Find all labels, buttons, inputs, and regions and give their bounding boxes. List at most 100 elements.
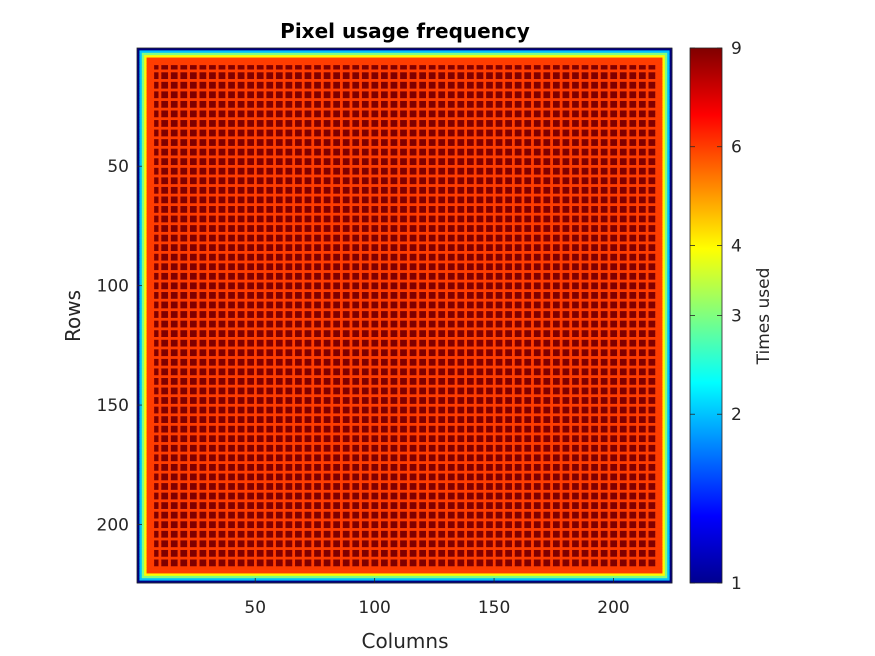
- heatmap-cell: [320, 112, 324, 116]
- heatmap-cell: [311, 110, 315, 113]
- heatmap-cell: [483, 265, 487, 269]
- heatmap-cell: [368, 119, 372, 123]
- heatmap-cell: [607, 141, 611, 144]
- heatmap-cell: [511, 81, 515, 85]
- heatmap-cell: [137, 59, 140, 63]
- heatmap-cell: [636, 277, 639, 281]
- heatmap-cell: [416, 219, 420, 223]
- heatmap-cell: [196, 172, 200, 175]
- heatmap-cell: [664, 289, 668, 293]
- heatmap-cell: [234, 248, 238, 252]
- heatmap-cell: [435, 210, 439, 214]
- heatmap-cell: [664, 267, 668, 271]
- heatmap-cell: [137, 143, 140, 147]
- heatmap-cell: [144, 160, 147, 164]
- heatmap-cell: [550, 253, 553, 257]
- heatmap-cell: [187, 277, 190, 281]
- heatmap-cell: [416, 301, 420, 304]
- heatmap-cell: [662, 246, 666, 250]
- heatmap-cell: [578, 76, 582, 80]
- heatmap-cell: [378, 200, 382, 204]
- heatmap-cell: [645, 198, 649, 202]
- heatmap-cell: [655, 296, 663, 300]
- heatmap-cell: [137, 289, 140, 293]
- heatmap-cell: [244, 246, 248, 250]
- heatmap-cell: [244, 215, 248, 218]
- heatmap-cell: [617, 294, 620, 297]
- heatmap-cell: [139, 248, 143, 252]
- heatmap-cell: [655, 76, 663, 80]
- heatmap-cell: [578, 148, 582, 152]
- heatmap-cell: [569, 76, 573, 80]
- heatmap-cell: [626, 67, 630, 70]
- heatmap-cell: [540, 148, 544, 152]
- heatmap-cell: [141, 52, 668, 56]
- heatmap-cell: [301, 282, 305, 285]
- heatmap-cell: [158, 176, 162, 180]
- heatmap-cell: [368, 81, 372, 85]
- heatmap-cell: [588, 110, 592, 113]
- heatmap-cell: [282, 236, 286, 240]
- heatmap-cell: [144, 98, 147, 101]
- heatmap-cell: [597, 255, 601, 259]
- heatmap-cell: [177, 198, 181, 202]
- heatmap-cell: [445, 224, 448, 228]
- heatmap-cell: [320, 81, 324, 85]
- heatmap-cell: [662, 114, 666, 118]
- heatmap-cell: [473, 267, 477, 271]
- heatmap-cell: [146, 174, 663, 178]
- heatmap-cell: [340, 294, 343, 297]
- heatmap-cell: [511, 131, 515, 135]
- heatmap-cell: [292, 93, 296, 97]
- heatmap-cell: [311, 167, 315, 171]
- heatmap-cell: [626, 210, 630, 214]
- heatmap-cell: [225, 172, 229, 175]
- heatmap-cell: [426, 296, 429, 300]
- heatmap-cell: [492, 274, 496, 278]
- heatmap-cell: [387, 246, 391, 250]
- heatmap-cell: [540, 215, 544, 218]
- heatmap-cell: [368, 169, 372, 173]
- heatmap-cell: [662, 81, 666, 85]
- heatmap-cell: [139, 169, 143, 173]
- heatmap-cell: [177, 100, 181, 104]
- heatmap-cell: [273, 294, 276, 297]
- heatmap-cell: [559, 160, 563, 164]
- heatmap-cell: [559, 172, 563, 175]
- heatmap-cell: [569, 265, 573, 269]
- heatmap-cell: [645, 95, 649, 99]
- heatmap-cell: [273, 133, 276, 137]
- heatmap-cell: [416, 286, 420, 290]
- heatmap-cell: [531, 129, 534, 132]
- heatmap-cell: [483, 243, 487, 247]
- heatmap-cell: [521, 148, 525, 152]
- heatmap-cell: [244, 224, 248, 228]
- heatmap-cell: [588, 284, 592, 288]
- heatmap-cell: [141, 251, 145, 254]
- heatmap-cell: [406, 208, 410, 211]
- heatmap-cell: [597, 282, 601, 285]
- heatmap-cell: [617, 186, 620, 190]
- heatmap-cell: [187, 172, 190, 175]
- heatmap-cell: [206, 167, 210, 171]
- heatmap-cell: [282, 296, 286, 300]
- heatmap-cell: [664, 179, 668, 183]
- heatmap-cell: [426, 291, 429, 295]
- heatmap-cell: [187, 76, 190, 80]
- heatmap-cell: [636, 234, 639, 238]
- heatmap-cell: [141, 76, 145, 80]
- heatmap-cell: [397, 217, 401, 221]
- heatmap-cell: [464, 176, 467, 180]
- heatmap-cell: [667, 219, 671, 223]
- heatmap-cell: [578, 176, 582, 180]
- heatmap-cell: [340, 277, 343, 281]
- heatmap-cell: [617, 239, 620, 242]
- heatmap-cell: [626, 162, 630, 166]
- heatmap-cell: [158, 148, 162, 152]
- heatmap-cell: [158, 253, 162, 257]
- heatmap-cell: [464, 179, 467, 183]
- heatmap-cell: [349, 141, 353, 144]
- heatmap-cell: [139, 236, 143, 240]
- heatmap-cell: [454, 229, 458, 233]
- heatmap-cell: [330, 81, 334, 85]
